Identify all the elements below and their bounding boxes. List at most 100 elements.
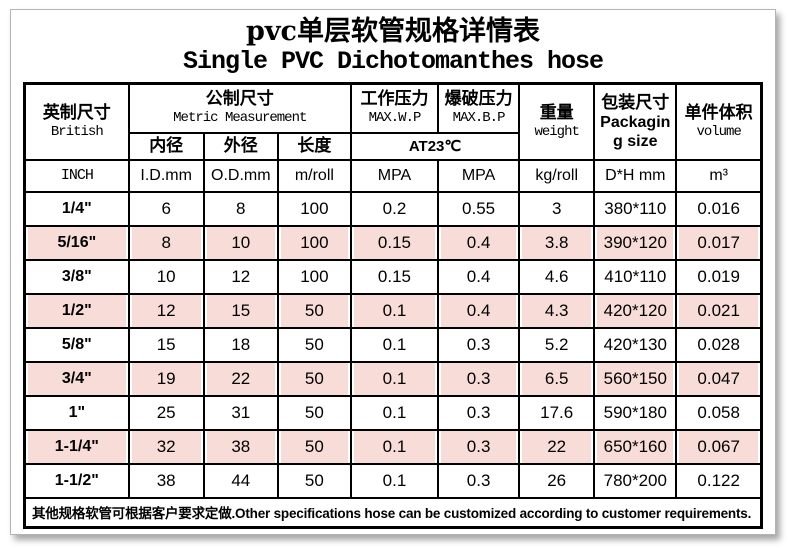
cell-inch: 3/8"	[23, 258, 130, 295]
cell-wp: 0.2	[349, 190, 440, 227]
unit-weight: kg/roll	[518, 158, 596, 193]
cell-vol: 0.067	[675, 428, 763, 465]
cell-inch: 1"	[23, 394, 130, 431]
unit-wp: MPA	[349, 158, 440, 193]
table-row: 1-1/4" 32 38 50 0.1 0.3 22 650*160 0.067	[23, 428, 763, 465]
cell-weight: 6.5	[518, 360, 596, 397]
header-working-pressure: 工作压力 MAX.W.P	[349, 82, 440, 134]
header-british-zh: 英制尺寸	[42, 102, 111, 123]
cell-vol: 0.017	[675, 224, 763, 261]
cell-vol: 0.058	[675, 394, 763, 431]
cell-inch: 1-1/2"	[23, 462, 130, 499]
cell-id: 19	[127, 360, 205, 397]
cell-weight: 5.2	[518, 326, 596, 363]
cell-bp: 0.3	[437, 462, 521, 499]
unit-inch: INCH	[23, 158, 130, 193]
cell-vol: 0.021	[675, 292, 763, 329]
header-length: 长度	[276, 131, 352, 161]
cell-pkg: 650*160	[593, 428, 678, 465]
cell-od: 18	[202, 326, 279, 363]
cell-wp: 0.15	[349, 224, 440, 261]
header-burst-pressure-en: MAX.B.P	[452, 110, 506, 127]
cell-length: 50	[276, 394, 352, 431]
cell-wp: 0.1	[349, 462, 440, 499]
cell-od: 10	[202, 224, 279, 261]
header-packaging: 包装尺寸 Packaging size	[593, 82, 678, 161]
header-working-pressure-en: MAX.W.P	[368, 110, 422, 127]
cell-bp: 0.3	[437, 428, 521, 465]
footer-row: 其他规格软管可根据客户要求定做.Other specifications hos…	[23, 496, 763, 529]
cell-vol: 0.028	[675, 326, 763, 363]
cell-length: 100	[276, 190, 352, 227]
page-title-zh: pvc单层软管规格详情表	[245, 16, 540, 47]
cell-id: 15	[127, 326, 205, 363]
cell-od: 44	[202, 462, 279, 499]
cell-od: 22	[202, 360, 279, 397]
cell-length: 100	[276, 224, 352, 261]
cell-pkg: 590*180	[593, 394, 678, 431]
cell-wp: 0.1	[349, 360, 440, 397]
table-row: 1/4" 6 8 100 0.2 0.55 3 380*110 0.016	[23, 190, 763, 227]
unit-vol: m³	[675, 158, 763, 193]
header-metric: 公制尺寸 Metric Measurement	[127, 82, 352, 134]
cell-wp: 0.15	[349, 258, 440, 295]
header-burst-pressure-zh: 爆破压力	[444, 89, 513, 110]
cell-id: 12	[127, 292, 205, 329]
header-volume: 单件体积 volume	[675, 82, 763, 161]
cell-weight: 22	[518, 428, 596, 465]
header-outer-diameter: 外径	[202, 131, 279, 161]
cell-weight: 3.8	[518, 224, 596, 261]
cell-pkg: 780*200	[593, 462, 678, 499]
header-weight-zh: 重量	[539, 102, 574, 123]
header-weight-en: weight	[534, 123, 579, 140]
unit-od: O.D.mm	[202, 158, 279, 193]
cell-pkg: 560*150	[593, 360, 678, 397]
header-british: 英制尺寸 British	[23, 82, 130, 161]
cell-length: 50	[276, 360, 352, 397]
header-weight: 重量 weight	[518, 82, 596, 161]
page-title-en: Single PVC Dichotomanthes hose	[182, 47, 604, 77]
cell-inch: 1-1/4"	[23, 428, 130, 465]
header-metric-zh: 公制尺寸	[205, 89, 274, 110]
cell-inch: 1/4"	[23, 190, 130, 227]
cell-length: 50	[276, 326, 352, 363]
cell-inch: 1/2"	[23, 292, 130, 329]
unit-pkg: D*H mm	[593, 158, 678, 193]
cell-inch: 3/4"	[23, 360, 130, 397]
cell-pkg: 420*120	[593, 292, 678, 329]
unit-id: I.D.mm	[127, 158, 205, 193]
table-row: 1" 25 31 50 0.1 0.3 17.6 590*180 0.058	[23, 394, 763, 431]
table-row: 5/16" 8 10 100 0.15 0.4 3.8 390*120 0.017	[23, 224, 763, 261]
cell-wp: 0.1	[349, 326, 440, 363]
cell-pkg: 420*130	[593, 326, 678, 363]
cell-id: 38	[127, 462, 205, 499]
header-metric-en: Metric Measurement	[173, 110, 307, 127]
cell-pkg: 390*120	[593, 224, 678, 261]
spec-table-body: 1/4" 6 8 100 0.2 0.55 3 380*110 0.016 5/16" 8 10 100…	[23, 190, 763, 499]
cell-bp: 0.3	[437, 394, 521, 431]
table-row: 3/4" 19 22 50 0.1 0.3 6.5 560*150 0.047	[23, 360, 763, 397]
spec-table: 英制尺寸 British 公制尺寸 Metric Measurement 工作压…	[23, 82, 763, 530]
table-row: 3/8" 10 12 100 0.15 0.4 4.6 410*110 0.019	[23, 258, 763, 295]
cell-pkg: 380*110	[593, 190, 678, 227]
cell-vol: 0.019	[675, 258, 763, 295]
cell-inch: 5/16"	[23, 224, 130, 261]
header-british-en: British	[50, 123, 104, 140]
table-row: 1-1/2" 38 44 50 0.1 0.3 26 780*200 0.122	[23, 462, 763, 499]
table-row: 1/2" 12 15 50 0.1 0.4 4.3 420*120 0.021	[23, 292, 763, 329]
cell-id: 32	[127, 428, 205, 465]
cell-weight: 17.6	[518, 394, 596, 431]
footer-note: 其他规格软管可根据客户要求定做.Other specifications hos…	[23, 496, 763, 529]
cell-weight: 3	[518, 190, 596, 227]
header-volume-zh: 单件体积	[684, 102, 753, 123]
cell-inch: 5/8"	[23, 326, 130, 363]
unit-length: m/roll	[276, 158, 352, 193]
cell-wp: 0.1	[349, 394, 440, 431]
cell-pkg: 410*110	[593, 258, 678, 295]
header-volume-en: volume	[696, 123, 741, 140]
cell-weight: 4.6	[518, 258, 596, 295]
cell-od: 8	[202, 190, 279, 227]
cell-id: 25	[127, 394, 205, 431]
cell-weight: 26	[518, 462, 596, 499]
cell-vol: 0.016	[675, 190, 763, 227]
